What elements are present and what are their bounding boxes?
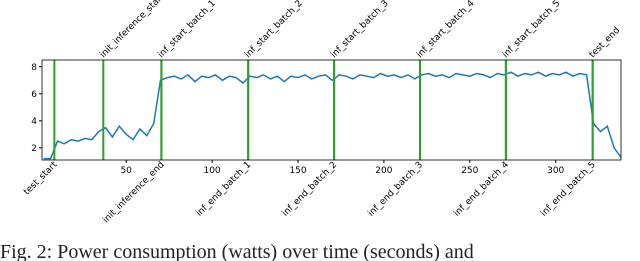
- event-label: inf_start_batch_1: [156, 0, 218, 60]
- event-label: inf_start_batch_3: [329, 0, 391, 60]
- event-label: inf_start_batch_4: [415, 0, 477, 60]
- x-tick-label: 300: [547, 166, 564, 176]
- event-label: init_inference_start: [98, 0, 166, 60]
- power-line: [43, 71, 622, 160]
- caption: Fig. 2: Power consumption (watts) over t…: [0, 241, 474, 261]
- y-tick-label: 6: [31, 90, 37, 100]
- x-tick-label: 200: [375, 166, 392, 176]
- event-label: init_inference_end: [101, 160, 166, 225]
- event-label: test_start: [22, 160, 60, 198]
- x-tick-label: 50: [120, 166, 132, 176]
- event-label: test_end: [588, 26, 622, 60]
- y-tick-label: 4: [31, 117, 37, 127]
- x-tick-label: 150: [289, 166, 306, 176]
- x-tick-label: 250: [461, 166, 478, 176]
- x-tick-label: 100: [203, 166, 220, 176]
- plot-frame: [41, 59, 622, 161]
- event-label: inf_start_batch_2: [243, 0, 305, 60]
- y-tick-label: 2: [31, 144, 37, 154]
- event-label: inf_start_batch_5: [501, 0, 563, 60]
- y-tick-label: 8: [31, 63, 37, 73]
